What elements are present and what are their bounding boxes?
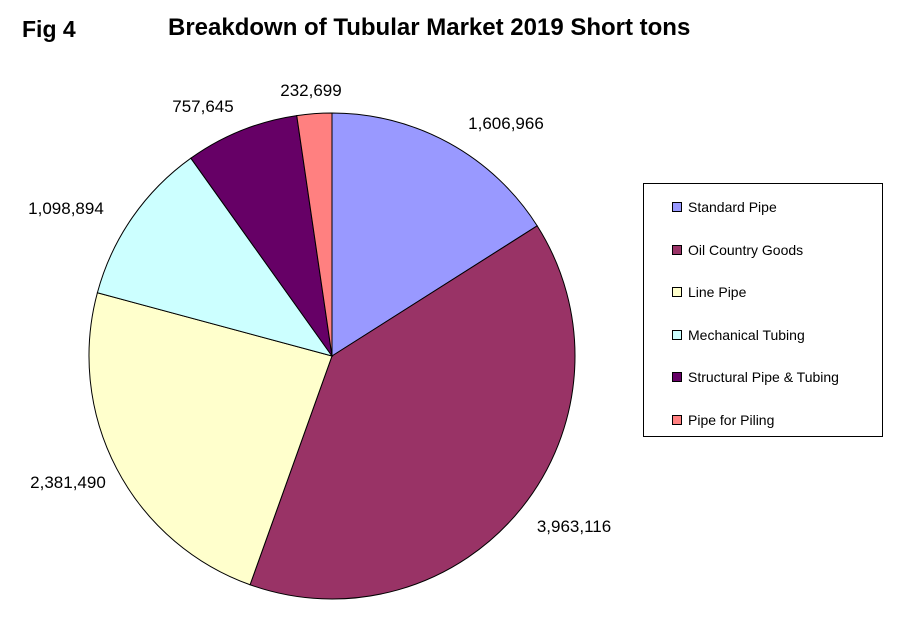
legend-item: Oil Country Goods bbox=[672, 240, 803, 260]
data-label: 3,963,116 bbox=[537, 517, 611, 536]
legend-label: Line Pipe bbox=[688, 284, 747, 300]
legend-label: Oil Country Goods bbox=[688, 241, 804, 258]
data-label: 2,381,490 bbox=[30, 473, 106, 492]
pie-data-labels: 1,606,966 3,963,116 2,381,490 1,098,894 757,… bbox=[28, 81, 611, 536]
legend-item: Line Pipe bbox=[672, 282, 746, 302]
legend-label: Pipe for Piling bbox=[688, 411, 775, 428]
legend-swatch bbox=[672, 414, 682, 425]
pie-slice-structural-pipe-tubing bbox=[190, 115, 333, 357]
pie-slice-oil-country-goods bbox=[249, 225, 576, 600]
legend-item: Structural Pipe & Tubing bbox=[672, 367, 839, 387]
legend-swatch bbox=[672, 202, 682, 212]
legend-item: Standard Pipe bbox=[672, 197, 777, 217]
legend-swatch bbox=[672, 244, 682, 255]
legend-swatch bbox=[672, 287, 682, 297]
legend-label: Mechanical Tubing bbox=[688, 326, 805, 343]
legend-swatch bbox=[672, 372, 682, 382]
pie-slice-line-pipe bbox=[88, 292, 333, 586]
figure-label: Fig 4 bbox=[22, 16, 76, 42]
pie-slice-standard-pipe bbox=[331, 112, 538, 357]
legend-label: Standard Pipe bbox=[688, 199, 777, 215]
legend-label: Structural Pipe & Tubing bbox=[688, 369, 839, 385]
data-label: 232,699 bbox=[280, 81, 341, 100]
pie-slice-pipe-for-piling bbox=[296, 112, 333, 357]
legend-item: Mechanical Tubing bbox=[672, 325, 805, 345]
pie-slice-mechanical-tubing bbox=[96, 157, 334, 357]
data-label: 1,098,894 bbox=[28, 199, 104, 218]
pie-slices bbox=[88, 112, 576, 600]
chart-title: Breakdown of Tubular Market 2019 Short t… bbox=[168, 14, 691, 41]
legend-item: Pipe for Piling bbox=[672, 410, 774, 430]
data-label: 1,606,966 bbox=[468, 114, 544, 133]
legend-swatch bbox=[672, 329, 682, 340]
chart-legend: Standard Pipe Oil Country Goods Line Pipe M… bbox=[643, 183, 883, 437]
data-label: 757,645 bbox=[172, 97, 233, 116]
